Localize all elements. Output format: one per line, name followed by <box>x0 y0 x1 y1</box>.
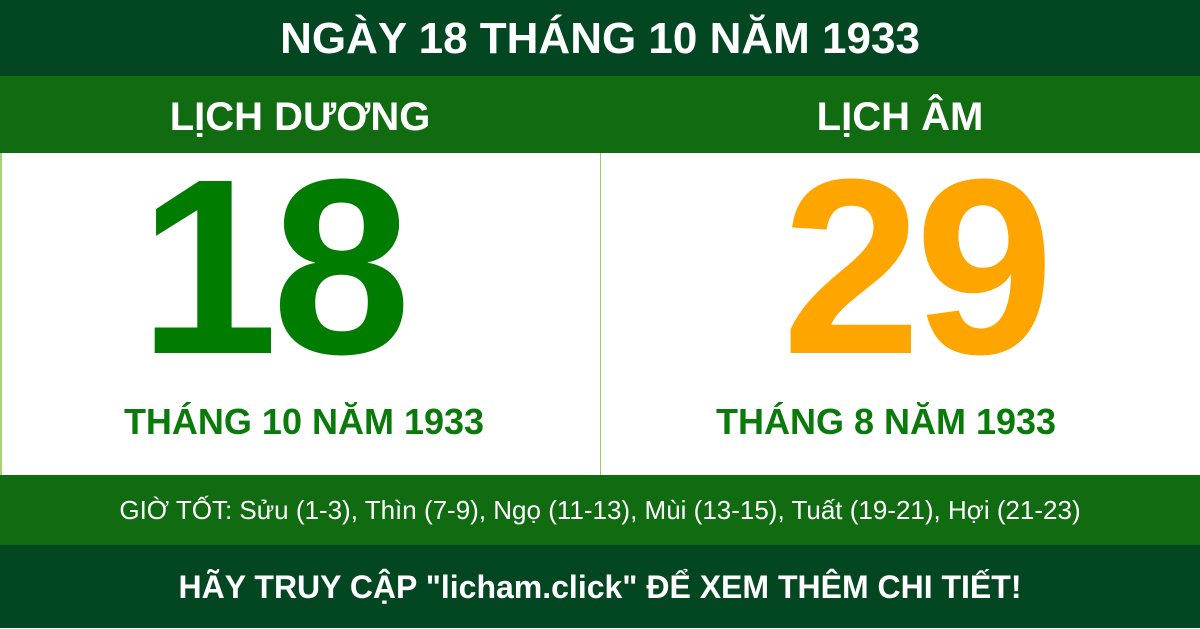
solar-label: LỊCH DƯƠNG <box>169 95 431 139</box>
solar-month-year: THÁNG 10 NĂM 1933 <box>123 401 485 442</box>
calendar-labels: LỊCH DƯƠNG LỊCH ÂM <box>0 76 1200 153</box>
footer-cta: HÃY TRUY CẬP "licham.click" ĐỂ XEM THÊM … <box>0 545 1200 628</box>
lunar-label: LỊCH ÂM <box>816 95 984 139</box>
solar-day: 18 <box>138 127 411 406</box>
divider <box>600 153 601 475</box>
lunar-month-year: THÁNG 8 NĂM 1933 <box>715 401 1057 442</box>
page-title: NGÀY 18 THÁNG 10 NĂM 1933 <box>0 0 1200 76</box>
lunar-day: 29 <box>781 127 1054 406</box>
good-hours: GIỜ TỐT: Sửu (1-3), Thìn (7-9), Ngọ (11-… <box>0 475 1200 545</box>
